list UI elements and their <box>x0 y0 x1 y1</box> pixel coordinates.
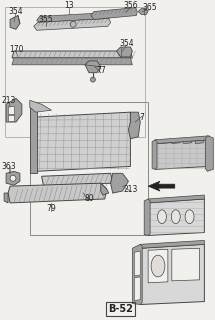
Polygon shape <box>36 112 130 171</box>
Polygon shape <box>6 98 22 122</box>
Polygon shape <box>117 47 132 57</box>
Circle shape <box>70 21 76 27</box>
Polygon shape <box>140 244 204 305</box>
Circle shape <box>10 175 16 181</box>
Text: 213: 213 <box>2 96 16 105</box>
Polygon shape <box>37 12 111 22</box>
Polygon shape <box>148 181 175 191</box>
Polygon shape <box>155 136 209 144</box>
Ellipse shape <box>171 210 180 224</box>
Polygon shape <box>8 115 14 121</box>
Polygon shape <box>148 195 204 203</box>
Polygon shape <box>8 183 107 203</box>
Polygon shape <box>148 199 204 236</box>
Polygon shape <box>30 107 37 173</box>
Text: 363: 363 <box>2 162 16 171</box>
Polygon shape <box>85 61 101 73</box>
Polygon shape <box>172 248 200 281</box>
Polygon shape <box>152 140 157 169</box>
Polygon shape <box>101 183 109 195</box>
Text: B-52: B-52 <box>108 304 133 315</box>
Polygon shape <box>172 140 180 144</box>
Polygon shape <box>140 240 204 248</box>
Ellipse shape <box>151 255 165 277</box>
Polygon shape <box>138 9 148 14</box>
Polygon shape <box>12 51 132 58</box>
Text: 354: 354 <box>119 39 134 48</box>
Polygon shape <box>8 106 14 114</box>
Polygon shape <box>155 140 209 169</box>
Polygon shape <box>30 100 51 112</box>
Polygon shape <box>134 277 140 300</box>
Polygon shape <box>128 112 140 139</box>
Polygon shape <box>12 58 132 65</box>
Text: 80: 80 <box>84 195 94 204</box>
Polygon shape <box>195 140 203 144</box>
Text: 354: 354 <box>9 7 23 16</box>
Text: 355: 355 <box>38 15 53 24</box>
Text: 7: 7 <box>140 113 145 122</box>
Polygon shape <box>4 193 8 203</box>
Text: 356: 356 <box>123 1 138 10</box>
Ellipse shape <box>158 210 166 224</box>
Ellipse shape <box>185 210 194 224</box>
Text: 365: 365 <box>143 3 157 12</box>
Polygon shape <box>134 251 140 276</box>
Polygon shape <box>6 171 20 185</box>
Polygon shape <box>205 136 213 171</box>
Polygon shape <box>42 173 113 186</box>
Polygon shape <box>34 19 111 30</box>
Text: 13: 13 <box>64 1 74 10</box>
Circle shape <box>91 77 95 82</box>
Text: 170: 170 <box>9 44 23 53</box>
Polygon shape <box>91 8 137 20</box>
Text: 79: 79 <box>47 204 56 213</box>
Polygon shape <box>184 140 192 144</box>
Polygon shape <box>10 15 20 29</box>
Polygon shape <box>111 173 128 193</box>
Text: 213: 213 <box>123 185 138 194</box>
Text: 77: 77 <box>96 66 106 75</box>
Polygon shape <box>148 249 168 283</box>
Polygon shape <box>160 140 168 144</box>
Polygon shape <box>132 244 142 305</box>
Polygon shape <box>144 199 150 236</box>
